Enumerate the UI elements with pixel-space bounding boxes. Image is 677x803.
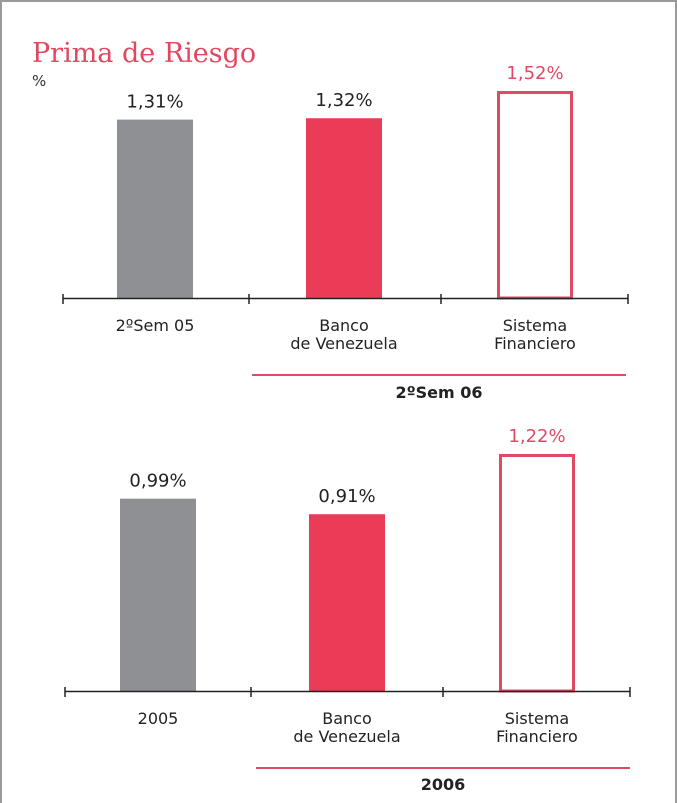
value-label-3: 1,52% — [506, 63, 563, 84]
value-label-1: 1,31% — [126, 92, 183, 113]
value-label-2: 1,32% — [315, 90, 372, 111]
category-label-1: 2ºSem 05 — [116, 316, 195, 335]
category-label-3: Sistema Financiero — [496, 709, 578, 746]
bar-2 — [309, 514, 385, 691]
chart-panel-1: 1,31% 2ºSem 05 1,32% Banco de Venezuela 1,52%… — [63, 63, 628, 402]
group-label: 2ºSem 06 — [395, 383, 482, 402]
category-label-1: 2005 — [138, 709, 179, 728]
chart-title: Prima de Riesgo — [32, 38, 256, 69]
group-label: 2006 — [421, 775, 466, 794]
bar-3 — [499, 93, 572, 299]
chart-panel-2: 0,99% 2005 0,91% Banco de Venezuela 1,22% Sist… — [65, 426, 630, 794]
value-label-3: 1,22% — [508, 426, 565, 447]
value-label-1: 0,99% — [129, 471, 186, 492]
bar-2 — [306, 118, 382, 298]
chart-panels: 1,31% 2ºSem 05 1,32% Banco de Venezuela 1,52%… — [63, 63, 630, 794]
bar-3 — [501, 456, 574, 692]
category-label-2: Banco de Venezuela — [290, 316, 397, 353]
unit-label: % — [32, 72, 46, 90]
bar-1 — [117, 120, 193, 298]
bar-1 — [120, 499, 196, 691]
value-label-2: 0,91% — [318, 486, 375, 507]
category-label-3: Sistema Financiero — [494, 316, 576, 353]
category-label-2: Banco de Venezuela — [293, 709, 400, 746]
